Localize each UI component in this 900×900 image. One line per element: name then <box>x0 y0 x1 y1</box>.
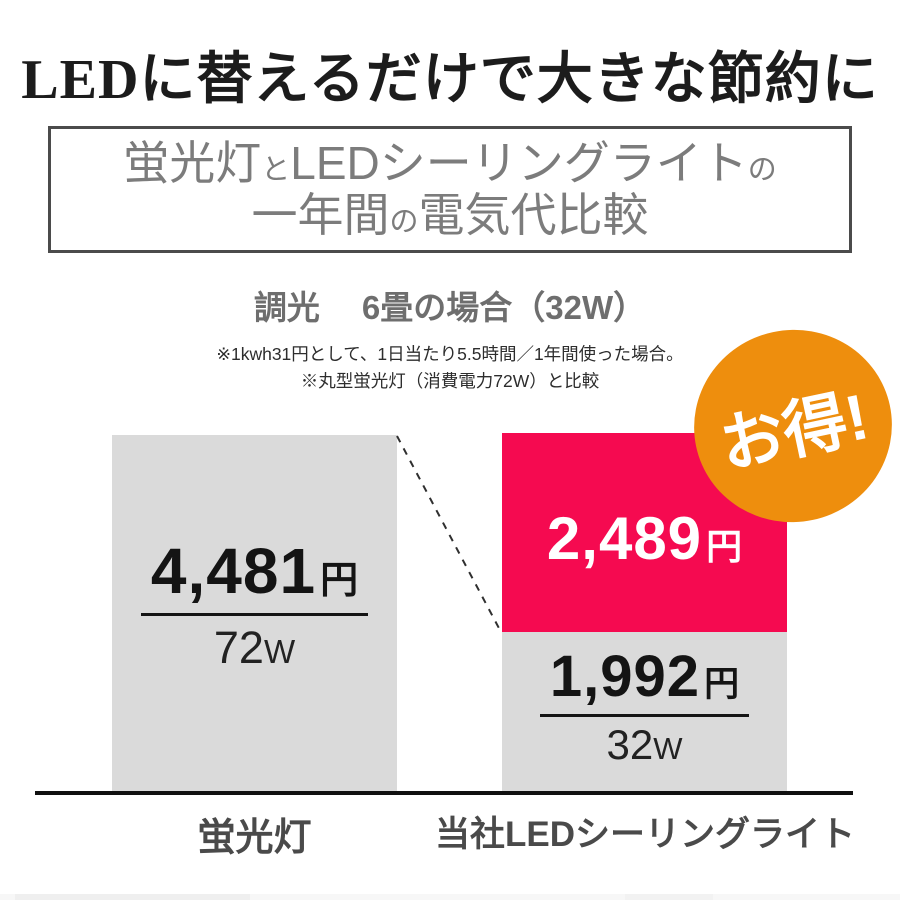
banner-text-to: と <box>261 153 291 186</box>
savings-price-number: 2,489 <box>546 505 703 572</box>
fluorescent-price-block: 4,481 円 72W <box>140 539 369 670</box>
banner-text-no1: の <box>747 153 777 186</box>
led-price-unit: 円 <box>704 665 740 704</box>
axis-baseline <box>35 791 853 795</box>
led-price: 1,992 円 <box>539 648 750 717</box>
banner-text-electricity-comparison: 電気代比較 <box>418 188 649 241</box>
banner-text-fluorescent: 蛍光灯 <box>123 136 262 189</box>
bottom-edge-strip <box>0 894 900 900</box>
bottom-edge-segment-left <box>15 894 250 900</box>
led-wattage: 32W <box>540 717 749 766</box>
led-price-number: 1,992 <box>549 644 701 709</box>
condition-subtitle: 調光 6畳の場合（32W） <box>0 281 900 329</box>
led-price-block: 1,992 円 32W <box>539 648 750 766</box>
savings-price-unit: 円 <box>706 526 743 567</box>
led-watt-unit: W <box>653 731 683 766</box>
bottom-edge-segment-right <box>625 894 713 900</box>
page-title: LEDに替えるだけで大きな節約に <box>21 49 879 111</box>
fluorescent-price-number: 4,481 <box>150 535 317 607</box>
footnote-line-2: ※丸型蛍光灯（消費電力72W）と比較 <box>300 371 600 392</box>
savings-price: 2,489 円 <box>502 509 787 569</box>
fluorescent-bar: 4,481 円 72W <box>112 435 397 791</box>
room-size-label: 6畳の場合（32W） <box>361 289 647 326</box>
otoku-badge-label: お得! <box>713 380 875 482</box>
led-watt-number: 32 <box>606 721 654 768</box>
fluorescent-watt-unit: W <box>263 633 296 670</box>
fluorescent-price: 4,481 円 <box>140 539 369 616</box>
footnote-line-1: ※1kwh31円として、1日当たり5.5時間／1年間使った場合。 <box>216 344 684 364</box>
fluorescent-watt-number: 72 <box>213 622 264 673</box>
comparison-banner: 蛍光灯とLEDシーリングライトの 一年間の電気代比較 <box>48 126 852 253</box>
banner-text-no2: の <box>389 205 419 238</box>
footnotes: ※1kwh31円として、1日当たり5.5時間／1年間使った場合。 ※丸型蛍光灯（… <box>0 341 900 395</box>
led-category-label: 当社LEDシーリングライト <box>434 815 855 854</box>
fluorescent-wattage: 72W <box>141 616 368 670</box>
banner-line-1: 蛍光灯とLEDシーリングライトの <box>123 136 777 190</box>
led-cost-segment: 1,992 円 32W <box>502 632 787 791</box>
banner-text-led-ceiling-light: LEDシーリングライト <box>290 136 748 189</box>
fluorescent-price-unit: 円 <box>320 560 359 602</box>
dimming-mode-label: 調光 <box>253 289 320 326</box>
banner-line-2: 一年間の電気代比較 <box>251 188 649 242</box>
fluorescent-category-label: 蛍光灯 <box>197 817 312 859</box>
banner-text-one-year: 一年間 <box>251 188 390 241</box>
